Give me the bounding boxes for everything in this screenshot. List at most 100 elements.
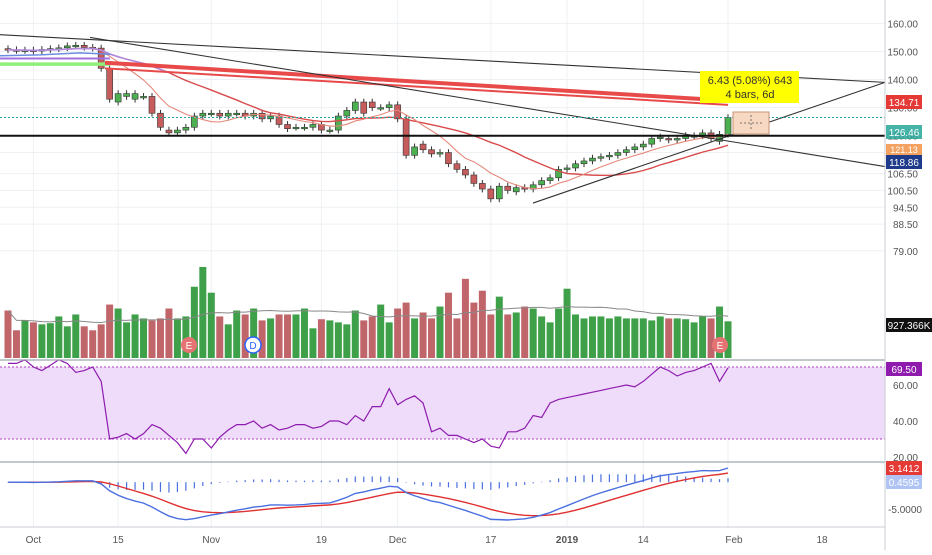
macd-histogram-bar	[625, 474, 627, 483]
macd-histogram-bar	[600, 474, 602, 483]
candle-body	[546, 177, 554, 181]
macd-histogram-bar	[557, 478, 560, 483]
candle-body	[80, 45, 88, 48]
candle-body	[673, 138, 681, 141]
macd-histogram-bar	[490, 482, 492, 490]
volume-bar	[224, 324, 232, 358]
volume-bar	[470, 302, 478, 358]
macd-histogram-bar	[668, 475, 670, 483]
macd-histogram-bar	[176, 482, 179, 493]
volume-bar	[326, 320, 334, 358]
volume-bar	[411, 318, 419, 358]
volume-bar	[334, 322, 342, 358]
badge-volume: 927.366K	[886, 318, 932, 332]
macd-histogram-bar	[456, 482, 458, 488]
candle-body	[377, 107, 385, 110]
macd-histogram-bar	[515, 482, 517, 487]
candle-body	[157, 112, 164, 128]
measure-box[interactable]	[732, 111, 770, 135]
volume-bar	[665, 318, 673, 358]
macd-histogram-bar	[413, 482, 416, 485]
volume-bar	[521, 306, 529, 358]
macd-histogram-bar	[354, 476, 356, 483]
volume-bar	[639, 318, 647, 358]
candle-body	[301, 126, 308, 130]
volume-bar	[555, 308, 563, 358]
macd-histogram-bar	[464, 482, 467, 489]
svg-text:0.4595: 0.4595	[889, 478, 920, 489]
volume-bar	[207, 292, 215, 358]
macd-histogram-bar	[439, 482, 441, 487]
rsi-tick-label: 20.00	[893, 453, 918, 464]
measure-tooltip[interactable]: 6.43 (5.08%) 643 4 bars, 6d	[700, 71, 799, 103]
macd-histogram-bar	[329, 480, 331, 483]
macd-histogram-bar	[524, 482, 526, 485]
event-marker-dividend[interactable]: D	[244, 336, 262, 354]
time-tick-label: 2019	[556, 535, 579, 546]
candle-body	[343, 110, 351, 117]
volume-bar	[199, 266, 207, 358]
event-marker-earnings[interactable]: E	[712, 337, 728, 353]
time-tick-label: 14	[638, 535, 650, 546]
macd-histogram-bar	[303, 480, 306, 483]
candle-body	[326, 129, 334, 132]
volume-bar	[80, 326, 88, 358]
macd-histogram-bar	[244, 480, 246, 483]
candle-body	[224, 112, 232, 117]
candle-body	[233, 112, 241, 116]
badge-rsi: 69.50	[886, 362, 922, 376]
volume-bar	[29, 322, 37, 358]
volume-bar	[368, 316, 376, 358]
volume-bar	[190, 286, 198, 358]
volume-bar	[300, 308, 308, 358]
rsi-tick-label: 60.00	[893, 381, 918, 392]
macd-histogram-bar	[422, 482, 424, 486]
badge-hidden: 121.13	[886, 144, 922, 156]
volume-bar	[12, 330, 20, 358]
event-marker-earnings[interactable]: E	[181, 337, 197, 353]
macd-histogram-bar	[202, 482, 204, 487]
volume-bar	[165, 308, 173, 358]
volume-bar	[487, 314, 495, 358]
volume-bar	[72, 314, 80, 358]
macd-histogram-bar	[583, 475, 585, 483]
volume-bar	[699, 316, 707, 358]
volume-bar	[216, 316, 224, 358]
svg-text:E: E	[717, 341, 724, 352]
macd-histogram-bar	[718, 479, 721, 483]
candle-body	[462, 169, 469, 176]
macd-tick-label: -5.0000	[888, 505, 922, 516]
price-tick-label: 150.00	[887, 47, 918, 58]
macd-histogram-bar	[634, 474, 636, 483]
volume-bar	[21, 320, 29, 358]
macd-histogram-bar	[125, 482, 128, 490]
volume-bar	[402, 302, 410, 358]
volume-bar	[131, 314, 139, 358]
volume-bar	[275, 314, 283, 358]
volume-bar	[140, 318, 148, 358]
candle-body	[665, 138, 673, 141]
candle-body	[72, 45, 80, 48]
candle-body	[148, 96, 156, 114]
volume-bar	[690, 322, 698, 358]
macd-histogram-bar	[109, 482, 111, 488]
rsi-tick-label: 40.00	[893, 417, 918, 428]
macd-histogram-bar	[380, 476, 382, 483]
volume-bar	[182, 316, 190, 358]
volume-bar	[444, 292, 452, 358]
rsi-band	[0, 367, 885, 439]
time-tick-label: 17	[485, 535, 497, 546]
volume-bar	[317, 319, 325, 358]
volume-bar	[241, 314, 249, 358]
volume-bar	[673, 318, 681, 358]
volume-bar	[453, 318, 461, 358]
candle-body	[191, 115, 198, 128]
svg-text:126.46: 126.46	[889, 128, 920, 139]
macd-histogram-bar	[659, 474, 661, 483]
macd-histogram-bar	[566, 477, 568, 483]
measure-line-1: 6.43 (5.08%) 643	[708, 75, 792, 87]
candle-body	[360, 101, 368, 114]
volume-bar	[148, 320, 156, 358]
volume-bar	[622, 318, 630, 358]
